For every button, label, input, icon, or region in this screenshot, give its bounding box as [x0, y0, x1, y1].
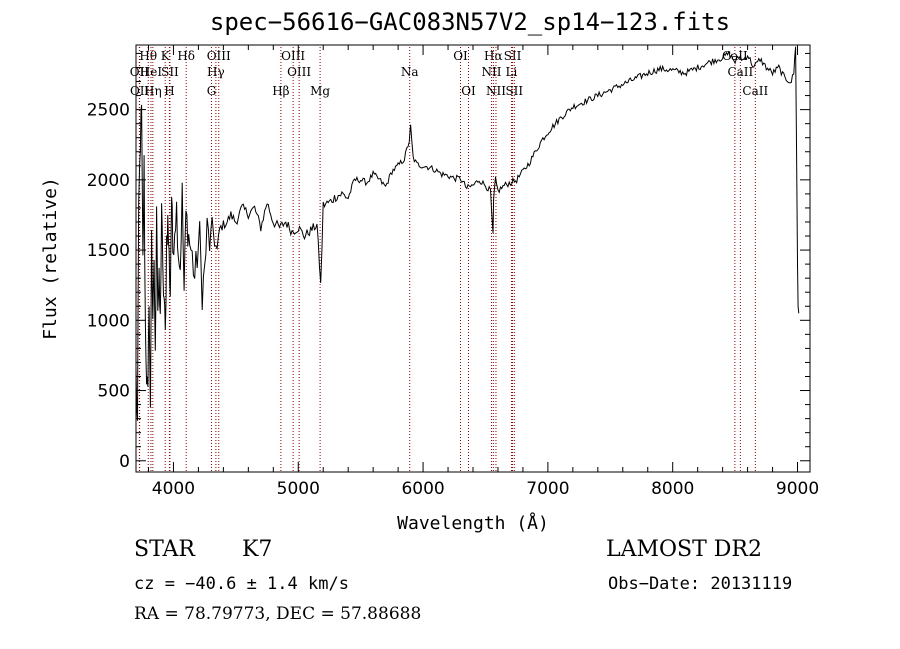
y-tick-label-4: 2000 [87, 171, 130, 191]
object-class: STAR [134, 537, 195, 562]
axis-layer: 4000 5000 6000 7000 8000 9000 0 500 1000 1500 2000… [87, 45, 819, 499]
line-label-22: SII [504, 49, 522, 63]
x-tick-label-1: 5000 [277, 479, 320, 499]
line-label-16: Na [401, 65, 419, 79]
line-label-25: CaII [722, 49, 748, 63]
line-label-20: NII [481, 65, 501, 79]
y-tick-label-0: 0 [119, 452, 130, 472]
y-tick-label-2: 1000 [87, 311, 130, 331]
line-label-2: OII [130, 84, 150, 98]
spectrum-line [135, 46, 800, 421]
line-label-27: CaII [742, 84, 768, 98]
x-tick-label-4: 8000 [651, 479, 694, 499]
coordinates-readout: RA = 78.79773, DEC = 57.88688 [134, 604, 422, 624]
line-label-11: G [207, 84, 217, 98]
y-axis-label: Flux (relative) [40, 177, 61, 340]
x-axis-label: Wavelength (Å) [397, 512, 549, 534]
y-tick-label-5: 2500 [87, 101, 130, 121]
y-tick-label-3: 1500 [87, 241, 130, 261]
y-tick-label-1: 500 [98, 382, 130, 402]
line-label-12: Hβ [272, 84, 289, 98]
line-label-13: OIII [281, 49, 305, 63]
line-label-14: OIII [287, 65, 311, 79]
observation-date: Obs−Date: 20131119 [608, 574, 793, 594]
line-label-8: Hδ [177, 49, 195, 63]
line-label-15: Mg [310, 84, 330, 98]
object-subclass: K7 [242, 537, 273, 562]
line-label-3: HeI [140, 65, 163, 79]
line-label-21: NII [486, 84, 506, 98]
x-tick-label-5: 9000 [776, 479, 819, 499]
line-label-0: Hθ [139, 49, 157, 63]
line-label-26: CaII [727, 65, 753, 79]
line-marker-layer: HθOIIOIIHeIHηKSIIHHδOIIIHγGHβOIIIOIIIMgN… [130, 47, 768, 472]
line-label-24: SII [505, 84, 523, 98]
line-label-5: K [161, 49, 171, 63]
survey-name: LAMOST DR2 [606, 537, 762, 562]
line-label-18: OI [461, 84, 476, 98]
x-tick-label-0: 4000 [152, 479, 195, 499]
plot-frame [135, 44, 811, 473]
x-tick-label-2: 6000 [401, 479, 444, 499]
line-label-17: OI [453, 49, 468, 63]
line-label-19: Hα [484, 49, 503, 63]
redshift-readout: cz = −40.6 ± 1.4 km/s [134, 574, 349, 594]
line-label-23: Li [506, 65, 518, 79]
chart-title: spec−56616−GAC083N57V2_sp14−123.fits [209, 8, 731, 36]
line-label-7: H [164, 84, 174, 98]
x-tick-label-3: 7000 [526, 479, 569, 499]
line-label-4: Hη [144, 84, 162, 98]
line-label-10: Hγ [207, 65, 225, 79]
line-label-9: OIII [207, 49, 231, 63]
line-label-6: SII [161, 65, 179, 79]
